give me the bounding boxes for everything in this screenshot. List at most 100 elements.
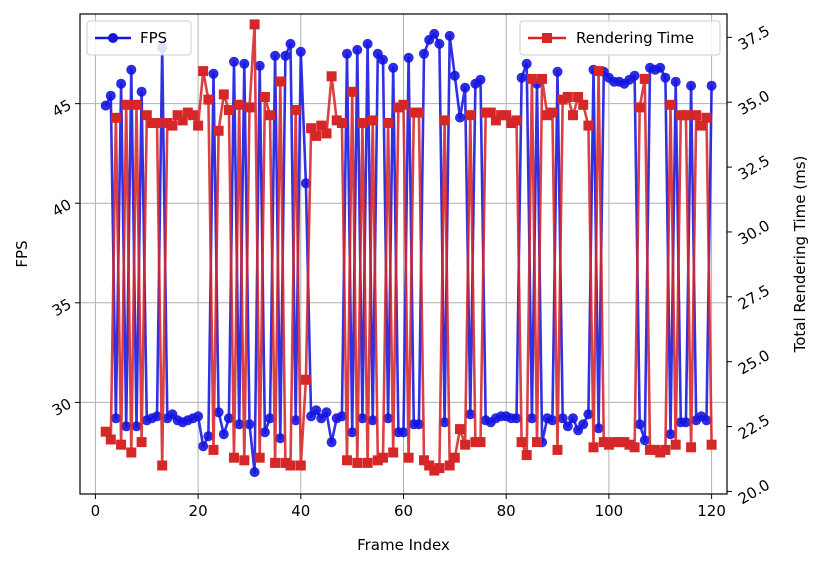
rendering-time-point: [537, 73, 548, 84]
rendering-time-series: [100, 19, 717, 476]
rendering-time-point: [321, 128, 332, 139]
fps-point: [229, 56, 239, 67]
rendering-time-point: [347, 86, 358, 97]
rendering-time-point: [496, 110, 507, 121]
rendering-time-point: [213, 125, 224, 136]
rendering-time-point: [146, 118, 157, 128]
rendering-time-point: [105, 434, 116, 445]
rendering-time-point: [485, 107, 496, 118]
rendering-time-point: [419, 455, 429, 466]
fps-point: [686, 80, 697, 91]
rendering-time-point: [680, 110, 691, 121]
rendering-time-point: [229, 452, 239, 463]
legend-fps: FPS: [86, 20, 192, 56]
fps-point: [290, 415, 301, 426]
rendering-time-point: [449, 452, 460, 463]
rendering-time-point: [562, 92, 573, 102]
fps-point: [449, 70, 460, 81]
fps-point: [239, 58, 250, 69]
right-y-axis-ticks: 20.0 22.5 25.0 27.5 30.0 32.5 35.0 37.5: [727, 22, 773, 508]
fps-point: [311, 405, 322, 416]
rendering-time-point: [177, 115, 188, 126]
rendering-time-point: [439, 115, 450, 126]
right-y-tick-label: 30.0: [735, 216, 773, 248]
left-y-tick-label: 35: [49, 295, 75, 320]
rendering-time-point: [336, 118, 347, 128]
rendering-time-point: [696, 120, 707, 131]
rendering-time-point: [383, 118, 394, 128]
rendering-time-point: [254, 452, 265, 463]
rendering-time-point: [506, 118, 517, 128]
fps-point: [362, 38, 373, 49]
fps-point: [198, 441, 209, 452]
rendering-time-point: [352, 457, 363, 468]
fps-point: [629, 70, 640, 81]
fps-point: [152, 411, 162, 422]
fps-point: [547, 415, 558, 426]
rendering-time-point: [650, 444, 661, 455]
fps-point: [244, 419, 255, 430]
fps-point: [511, 413, 522, 424]
fps-point: [444, 30, 455, 41]
rendering-time-point: [393, 102, 404, 113]
rendering-time-point: [655, 447, 666, 458]
fps-point: [208, 68, 219, 79]
rendering-time-point: [490, 115, 501, 126]
rendering-time-point: [588, 442, 599, 453]
rendering-time-point: [141, 110, 152, 121]
right-y-tick-label: 32.5: [735, 151, 773, 183]
fps-point: [706, 80, 717, 91]
fps-point: [280, 50, 291, 61]
fps-point: [388, 62, 399, 73]
fps-point: [516, 72, 527, 83]
x-axis-ticks: 0 20 40 60 80 100 120: [91, 494, 726, 520]
rendering-time-point: [326, 71, 337, 82]
rendering-time-point: [542, 110, 553, 121]
rendering-time-point: [609, 437, 619, 448]
legend-box: [86, 20, 192, 56]
fps-point: [557, 413, 568, 424]
rendering-time-point: [619, 437, 630, 448]
rendering-time-point: [367, 115, 378, 126]
fps-point: [583, 409, 594, 420]
rendering-time-point: [157, 460, 168, 471]
right-y-tick-label: 37.5: [735, 22, 773, 54]
rendering-time-point: [172, 110, 183, 121]
fps-point: [121, 421, 132, 432]
rendering-time-point: [670, 439, 681, 450]
fps-point: [552, 66, 563, 77]
rendering-time-point: [378, 452, 388, 463]
x-tick-label: 20: [189, 502, 208, 520]
fps-point: [136, 86, 147, 97]
rendering-time-point: [136, 437, 147, 448]
legend-rendering-time-marker: [542, 33, 552, 43]
rendering-time-point: [244, 102, 255, 113]
rendering-time-point: [316, 120, 327, 131]
rendering-time-point: [275, 76, 286, 87]
rendering-time-point: [552, 444, 563, 455]
rendering-time-point: [259, 92, 270, 102]
rendering-time-point: [603, 439, 614, 450]
rendering-time-point: [110, 112, 121, 123]
fps-point: [295, 46, 306, 57]
fps-point: [465, 409, 476, 420]
fps-point: [634, 419, 645, 430]
right-y-tick-label: 27.5: [735, 281, 773, 313]
rendering-time-point: [182, 107, 193, 118]
fps-point: [218, 429, 229, 440]
rendering-time-point: [116, 439, 127, 450]
fps-point: [680, 417, 691, 428]
rendering-time-point: [131, 99, 142, 110]
fps-point: [655, 62, 666, 73]
rendering-time-point: [188, 110, 198, 121]
rendering-time-point: [686, 442, 697, 453]
rendering-time-point: [511, 115, 522, 126]
rendering-time-point: [526, 73, 537, 84]
rendering-time-point: [444, 460, 455, 471]
rendering-time-point: [203, 94, 214, 105]
rendering-time-point: [465, 110, 476, 121]
x-tick-label: 60: [394, 502, 413, 520]
fps-point: [116, 78, 127, 89]
rendering-time-point: [706, 439, 717, 450]
